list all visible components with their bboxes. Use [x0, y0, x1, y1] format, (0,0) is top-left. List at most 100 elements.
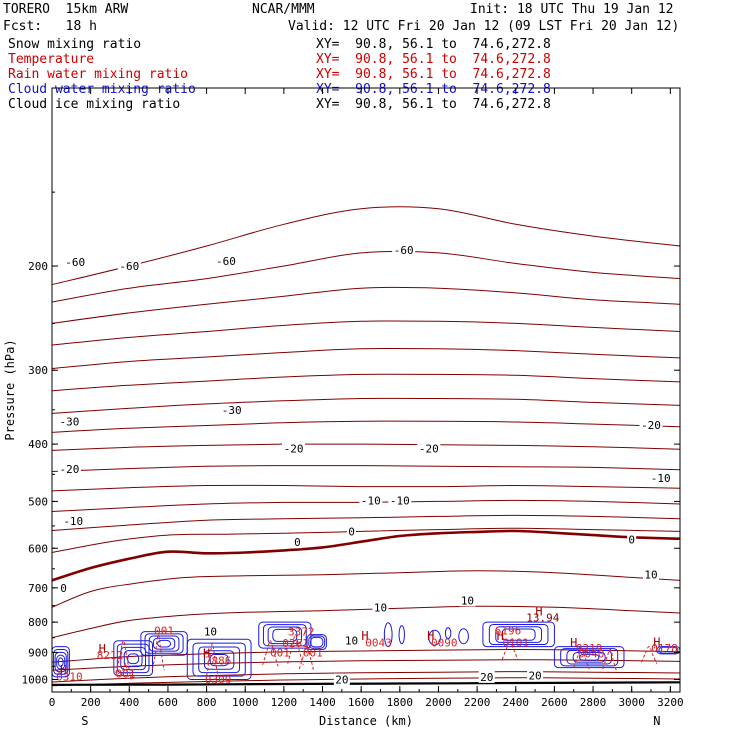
- contour-label: -20: [641, 419, 661, 432]
- cloud-water-contour: [192, 642, 246, 677]
- contour-label-bg: [61, 515, 85, 528]
- contour-label-bg: [220, 403, 244, 416]
- cloud-water-contour: [383, 622, 393, 648]
- contour-label: -10: [361, 494, 381, 507]
- contour-label: -10: [390, 494, 410, 507]
- x-tick-label: 0: [49, 696, 56, 709]
- cloud-water-contour: [148, 635, 180, 652]
- cloud-water-contour: [566, 650, 612, 665]
- x-tick-label: 2000: [425, 696, 452, 709]
- x-tick-label: 200: [81, 696, 101, 709]
- contour-label-bg: [57, 415, 81, 428]
- isotherm-line: [52, 659, 680, 671]
- max-value-label: 0261: [282, 637, 309, 650]
- isotherm-line: [52, 206, 680, 286]
- contour-label: 20: [480, 671, 493, 684]
- cloud-water-contour: [123, 650, 143, 668]
- cloud-water-contour: [488, 623, 549, 646]
- contour-label-bg: [639, 418, 663, 431]
- contour-label-bg: [292, 536, 302, 549]
- isotherm-line: [52, 671, 680, 683]
- cloud-water-contour: [501, 628, 536, 641]
- cloud-water-contour: [306, 634, 327, 651]
- cloud-water-contour: [495, 626, 543, 643]
- contour-label-bg: [347, 525, 357, 538]
- x-tick-label: 1000: [232, 696, 259, 709]
- cloud-water-contour: [262, 624, 307, 647]
- contour-label: 10: [374, 601, 387, 614]
- contour-label: 0: [628, 534, 635, 547]
- contour-label-bg: [117, 260, 141, 273]
- field-name-snow: Snow mixing ratio: [8, 37, 142, 52]
- contour-label-bg: [59, 581, 69, 594]
- contour-label-bg: [63, 256, 87, 269]
- contour-label: -20: [419, 443, 439, 456]
- high-marker: H: [99, 642, 106, 656]
- y-axis-label: Pressure (hPa): [3, 339, 17, 440]
- cloud-water-contour: [127, 653, 140, 665]
- cloud-water-contour: [52, 646, 70, 678]
- field-range-temperature: XY= 90.8, 56.1 to 74.6,272.8: [316, 52, 551, 67]
- x-tick-label: 2600: [541, 696, 568, 709]
- contour-label: -20: [59, 463, 79, 476]
- contour-label: 10: [204, 626, 217, 639]
- contour-label-bg: [282, 442, 306, 455]
- max-value-label: 0309: [205, 673, 232, 686]
- contour-label-bg: [478, 670, 495, 683]
- contour-label: 10: [345, 635, 358, 648]
- contour-label-bg: [333, 673, 350, 686]
- cloud-water-contour: [308, 635, 326, 649]
- rain-water-contour: [152, 634, 165, 671]
- isotherm-line: [52, 397, 680, 414]
- contour-label-bg: [202, 625, 219, 638]
- max-value-label: 13.94: [526, 611, 559, 624]
- y-tick-label: 900: [28, 646, 48, 659]
- contour-label-bg: [392, 244, 416, 257]
- rain-water-contour: [501, 640, 519, 660]
- max-value-label: 0101: [503, 637, 530, 650]
- cloud-water-contour: [203, 650, 235, 670]
- cloud-water-contour: [54, 651, 67, 673]
- rain-water-contour: [298, 646, 315, 672]
- cloud-water-contour: [578, 653, 600, 661]
- field-name-cloud-water: Cloud water mixing ratio: [8, 82, 196, 97]
- field-range-rain: XY= 90.8, 56.1 to 74.6,272.8: [316, 67, 551, 82]
- cloud-water-contour: [310, 636, 324, 648]
- cloud-water-contour: [398, 625, 405, 645]
- high-marker: H: [60, 663, 67, 677]
- high-marker: H: [570, 636, 577, 650]
- x-tick-label: 1200: [271, 696, 298, 709]
- high-marker: H: [653, 636, 660, 650]
- x-tick-label: 600: [158, 696, 178, 709]
- y-tick-label: 300: [28, 364, 48, 377]
- cloud-water-contour: [209, 653, 229, 667]
- contour-label: -60: [65, 256, 85, 269]
- contour-label-bg: [643, 568, 660, 581]
- contour-label: -60: [394, 244, 414, 257]
- max-value-label: 7886: [205, 655, 232, 668]
- contour-label: 0: [294, 536, 301, 549]
- x-tick-label: 3000: [618, 696, 645, 709]
- x-tick-label: 1800: [387, 696, 414, 709]
- contour-label: 20: [528, 669, 541, 682]
- contour-label-bg: [343, 634, 360, 647]
- max-value-label: 001: [115, 667, 135, 680]
- north-end-label: N: [653, 714, 660, 728]
- x-tick-label: 1600: [348, 696, 375, 709]
- cloud-water-contour: [198, 646, 241, 674]
- contour-label-bg: [527, 669, 544, 682]
- max-value-label: 0219: [576, 642, 603, 655]
- max-value-label: 0310: [56, 670, 83, 683]
- x-tick-label: 400: [119, 696, 139, 709]
- rain-water-contour: [115, 640, 132, 680]
- isotherm-line: [52, 286, 680, 324]
- rain-water-contour: [287, 634, 304, 666]
- field-name-rain: Rain water mixing ratio: [8, 67, 189, 82]
- y-tick-label: 500: [28, 495, 48, 508]
- cloud-water-contour: [144, 633, 184, 654]
- forecast-hour: Fcst: 18 h: [3, 19, 97, 34]
- x-axis-label: Distance (km): [319, 714, 413, 728]
- contour-label-bg: [388, 494, 412, 507]
- contour-label-bg: [359, 494, 383, 507]
